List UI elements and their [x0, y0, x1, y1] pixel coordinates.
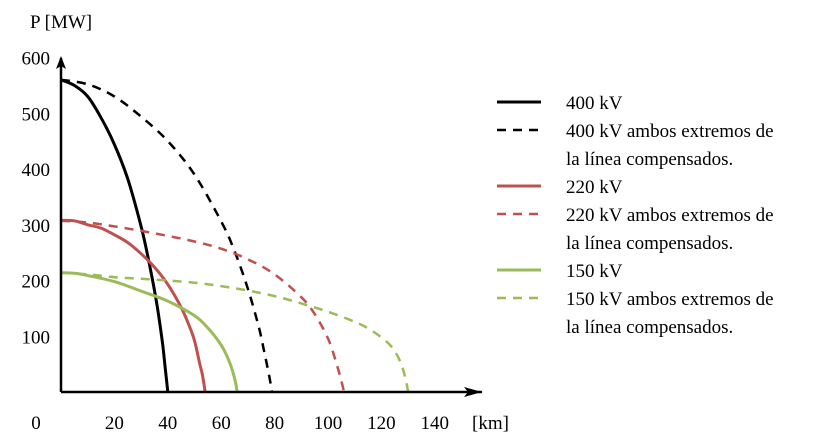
x-tick-label: 80	[265, 413, 284, 434]
legend-label: la línea compensados.	[566, 233, 733, 254]
y-tick-label: 100	[22, 327, 51, 348]
legend-label: 150 kV	[566, 261, 623, 282]
legend-label: 220 kV ambos extremos de	[566, 205, 774, 226]
x-tick-label: 100	[314, 413, 343, 434]
y-tick-label: 200	[22, 272, 51, 293]
series-line-2	[60, 78, 274, 393]
y-tick-label: 400	[22, 160, 51, 181]
x-tick-label: 60	[212, 413, 231, 434]
series-line-1	[60, 78, 170, 393]
x-tick-label: 120	[367, 413, 396, 434]
series-line-6	[60, 271, 410, 393]
legend-label: la línea compensados.	[566, 149, 733, 170]
legend: 400 kV 400 kV ambos extremos de la línea c…	[497, 93, 774, 338]
series-line-3	[60, 218, 207, 393]
x-tick-label: 140	[421, 413, 450, 434]
x-axis-label: [km]	[472, 413, 509, 434]
series-line-5	[60, 271, 239, 393]
y-axis-label: P [MW]	[30, 12, 92, 33]
plot-series-group	[60, 78, 410, 393]
legend-label: 400 kV	[566, 93, 623, 114]
axes	[56, 56, 482, 397]
x-tick-label: 0	[31, 413, 41, 434]
y-tick-label: 500	[22, 104, 51, 125]
legend-label: 220 kV	[566, 177, 623, 198]
legend-label: 400 kV ambos extremos de	[566, 121, 774, 142]
y-tick-label: 600	[22, 49, 51, 70]
tick-labels: P [MW] 100 200 300 400 500 600 0 20 40 60 80 100 120 1…	[22, 12, 509, 434]
y-tick-label: 300	[22, 216, 51, 237]
legend-label: la línea compensados.	[566, 317, 733, 338]
series-line-4	[60, 219, 346, 393]
x-tick-label: 20	[105, 413, 124, 434]
legend-label: 150 kV ambos extremos de	[566, 289, 774, 310]
x-tick-label: 40	[158, 413, 177, 434]
